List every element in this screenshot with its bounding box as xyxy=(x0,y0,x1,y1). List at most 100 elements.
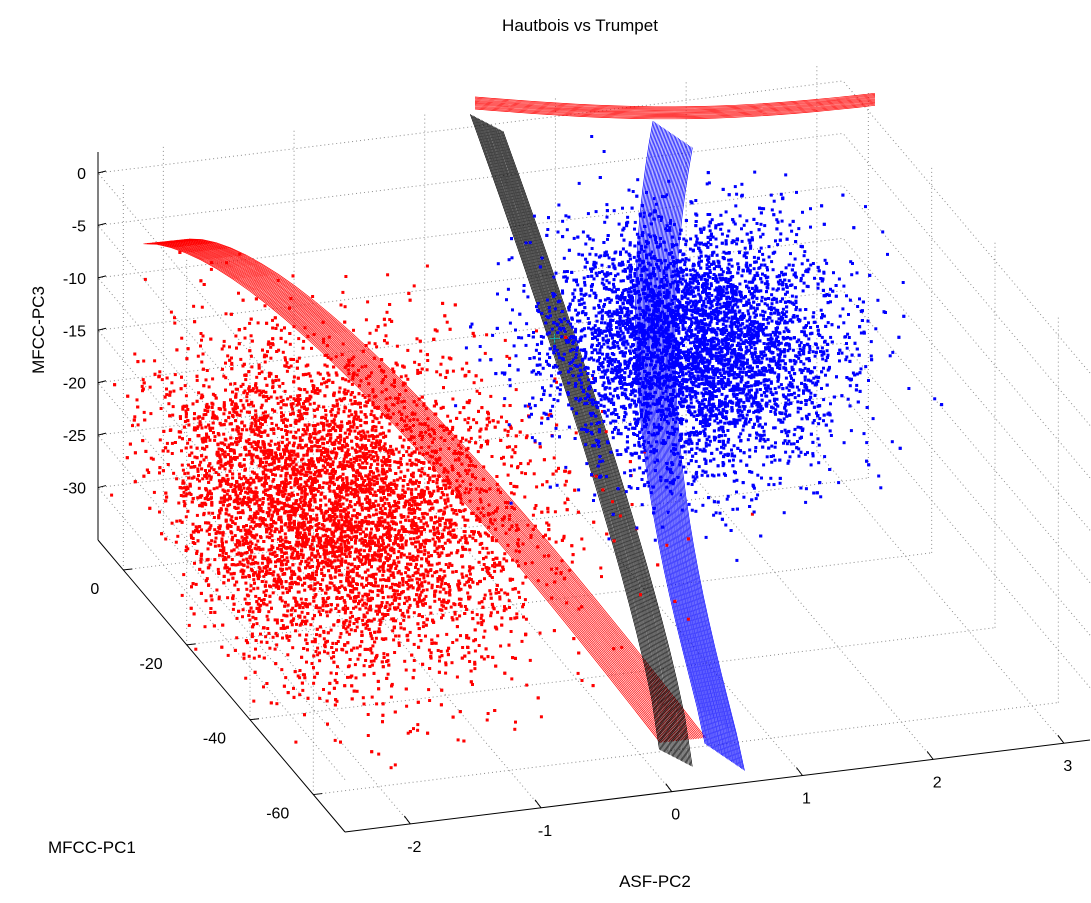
hautbois-point xyxy=(344,588,347,592)
hautbois-point xyxy=(275,643,279,647)
hautbois-point xyxy=(227,578,230,582)
hautbois-point xyxy=(287,365,291,369)
hautbois-point xyxy=(301,346,305,350)
hautbois-point xyxy=(436,485,440,489)
hautbois-point xyxy=(334,454,338,458)
hautbois-point xyxy=(289,364,293,368)
hautbois-point xyxy=(302,485,306,489)
hautbois-point xyxy=(260,598,263,602)
hautbois-point xyxy=(266,350,269,354)
hautbois-point xyxy=(427,460,431,464)
hautbois-point xyxy=(406,582,410,586)
hautbois-point xyxy=(248,321,252,325)
hautbois-point xyxy=(417,459,421,463)
hautbois-point xyxy=(221,554,225,558)
hautbois-point xyxy=(420,467,424,471)
hautbois-point xyxy=(310,553,314,557)
hautbois-point xyxy=(528,658,532,662)
hautbois-point xyxy=(331,450,335,454)
hautbois-point xyxy=(360,537,364,541)
hautbois-point xyxy=(266,497,270,501)
hautbois-point xyxy=(459,452,462,456)
hautbois-point xyxy=(315,633,318,637)
hautbois-point xyxy=(375,604,379,608)
hautbois-point xyxy=(446,497,450,501)
hautbois-point xyxy=(252,520,256,524)
hautbois-point xyxy=(187,463,190,467)
hautbois-point xyxy=(264,451,268,455)
blue-surface-line xyxy=(652,132,724,757)
hautbois-point xyxy=(444,582,447,585)
hautbois-point xyxy=(238,252,242,256)
hautbois-point xyxy=(400,417,404,420)
hautbois-point xyxy=(273,550,277,554)
hautbois-point xyxy=(269,345,273,349)
hautbois-point xyxy=(317,610,321,614)
hautbois-point xyxy=(343,437,347,441)
hautbois-point xyxy=(517,590,521,594)
hautbois-point xyxy=(331,546,335,550)
hautbois-point xyxy=(279,518,283,522)
hautbois-point xyxy=(280,559,284,563)
hautbois-point xyxy=(390,595,394,599)
hautbois-point xyxy=(322,481,326,485)
hautbois-point xyxy=(173,373,177,377)
hautbois-point xyxy=(482,597,486,601)
hautbois-point xyxy=(512,492,516,496)
hautbois-point xyxy=(463,491,467,495)
hautbois-point xyxy=(259,632,262,636)
hautbois-point xyxy=(200,504,204,508)
hautbois-point xyxy=(335,515,339,519)
hautbois-point xyxy=(376,612,379,616)
hautbois-point xyxy=(322,560,326,564)
hautbois-point xyxy=(270,544,274,548)
hautbois-point xyxy=(335,642,338,645)
hautbois-point xyxy=(444,563,448,566)
hautbois-point xyxy=(189,445,193,449)
hautbois-point xyxy=(528,459,532,463)
hautbois-point xyxy=(447,518,451,522)
hautbois-point xyxy=(374,435,378,439)
hautbois-point xyxy=(424,407,428,411)
hautbois-point xyxy=(377,607,381,611)
hautbois-point xyxy=(420,581,424,585)
hautbois-point xyxy=(371,584,375,588)
hautbois-point xyxy=(319,492,323,496)
hautbois-point xyxy=(326,597,330,600)
hautbois-point xyxy=(405,462,409,466)
hautbois-point xyxy=(246,491,250,495)
hautbois-point xyxy=(347,632,351,636)
hautbois-point xyxy=(404,571,408,575)
hautbois-point xyxy=(412,611,416,615)
hautbois-point xyxy=(478,550,482,554)
hautbois-point xyxy=(293,480,297,484)
hautbois-point xyxy=(110,493,114,497)
hautbois-point xyxy=(521,542,525,546)
hautbois-point xyxy=(447,432,451,436)
black-surface-line xyxy=(473,116,664,752)
hautbois-point xyxy=(349,522,353,526)
hautbois-point xyxy=(254,543,258,547)
hautbois-point xyxy=(221,464,225,468)
hautbois-point xyxy=(525,434,529,438)
hautbois-point xyxy=(363,436,367,440)
hautbois-point xyxy=(328,528,332,532)
hautbois-point xyxy=(391,522,395,526)
hautbois-point xyxy=(283,532,287,536)
hautbois-point xyxy=(190,476,194,480)
hautbois-point xyxy=(449,605,453,609)
hautbois-point xyxy=(387,455,391,458)
hautbois-point xyxy=(282,421,285,425)
hautbois-point xyxy=(395,483,399,487)
hautbois-point xyxy=(509,482,513,485)
hautbois-point xyxy=(286,653,290,657)
hautbois-point xyxy=(288,481,292,484)
hautbois-point xyxy=(329,608,333,612)
hautbois-point xyxy=(287,441,291,445)
hautbois-point xyxy=(364,606,368,610)
hautbois-point xyxy=(222,405,226,409)
hautbois-point xyxy=(384,334,388,338)
hautbois-point xyxy=(335,699,339,703)
hautbois-point xyxy=(279,406,283,410)
hautbois-point xyxy=(199,460,203,464)
